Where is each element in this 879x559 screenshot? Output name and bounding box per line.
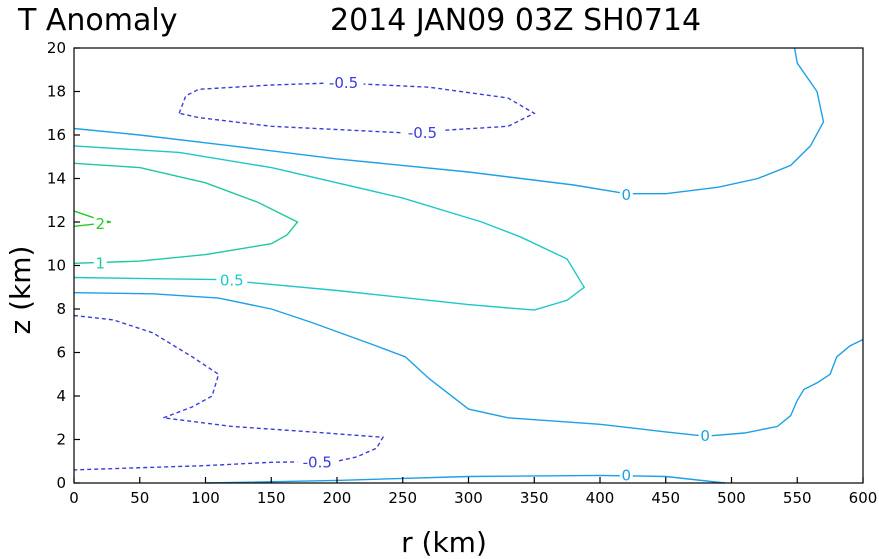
contour-label-bg <box>93 255 107 272</box>
contour-label-bg <box>297 454 338 471</box>
contour-label-bg <box>93 216 107 233</box>
contour-line <box>73 47 825 195</box>
contour-line <box>73 145 586 311</box>
contour-label-bg <box>216 272 248 289</box>
y-tick-label: 18 <box>47 83 66 101</box>
y-tick-label: 4 <box>56 387 66 405</box>
x-tick-label: 200 <box>323 489 352 507</box>
contour-label: 0.5 <box>220 272 244 290</box>
tick-layer: 0 50 100 150 200 250 300 350 400 450 500 550 6000246… <box>47 39 877 507</box>
contour-line <box>205 474 725 484</box>
contour-label: 0 <box>622 186 632 204</box>
contour-label: 2 <box>96 215 106 233</box>
contour-label-bg <box>323 74 364 91</box>
x-tick-label: 500 <box>717 489 746 507</box>
x-tick-label: 600 <box>849 489 878 507</box>
y-tick-label: 6 <box>56 344 66 362</box>
contour-layer: -0.5 -0.5 -0.5 0 0 0 0.5 1 2 <box>73 47 864 484</box>
y-tick-label: 14 <box>47 170 66 188</box>
y-tick-label: 10 <box>47 257 66 275</box>
x-tick-label: 550 <box>783 489 812 507</box>
y-tick-label: 16 <box>47 126 66 144</box>
y-tick-label: 8 <box>56 300 66 318</box>
x-tick-label: 400 <box>586 489 615 507</box>
x-tick-label: 100 <box>191 489 220 507</box>
contour-label: 0 <box>700 427 710 445</box>
x-tick-label: 0 <box>69 489 79 507</box>
contour-label-bg <box>402 124 443 141</box>
contour-label: -0.5 <box>303 453 332 471</box>
x-tick-label: 150 <box>257 489 286 507</box>
x-tick-label: 50 <box>130 489 149 507</box>
contour-label-bg <box>698 428 712 445</box>
contour-line <box>73 314 385 471</box>
plot-frame <box>73 47 864 484</box>
contour-line <box>73 210 111 227</box>
contour-label: 1 <box>96 254 106 272</box>
y-tick-label: 0 <box>56 474 66 492</box>
contour-line <box>73 292 864 437</box>
x-axis-label: r (km) <box>401 526 487 559</box>
contour-label-bg <box>619 467 633 484</box>
contour-label-bg <box>619 186 633 203</box>
contour-line <box>178 82 536 134</box>
x-tick-label: 300 <box>454 489 483 507</box>
y-tick-label: 20 <box>47 39 66 57</box>
contour-label: -0.5 <box>329 74 358 92</box>
y-tick-label: 12 <box>47 213 66 231</box>
x-tick-label: 450 <box>651 489 680 507</box>
x-tick-label: 250 <box>388 489 417 507</box>
contour-label: -0.5 <box>408 124 437 142</box>
contour-line <box>73 162 299 264</box>
chart-title-left: T Anomaly <box>17 3 177 38</box>
chart-title-right: 2014 JAN09 03Z SH0714 <box>330 3 701 38</box>
y-tick-label: 2 <box>56 431 66 449</box>
x-tick-label: 350 <box>520 489 549 507</box>
y-axis-label: z (km) <box>4 246 37 335</box>
contour-label: 0 <box>622 466 632 484</box>
